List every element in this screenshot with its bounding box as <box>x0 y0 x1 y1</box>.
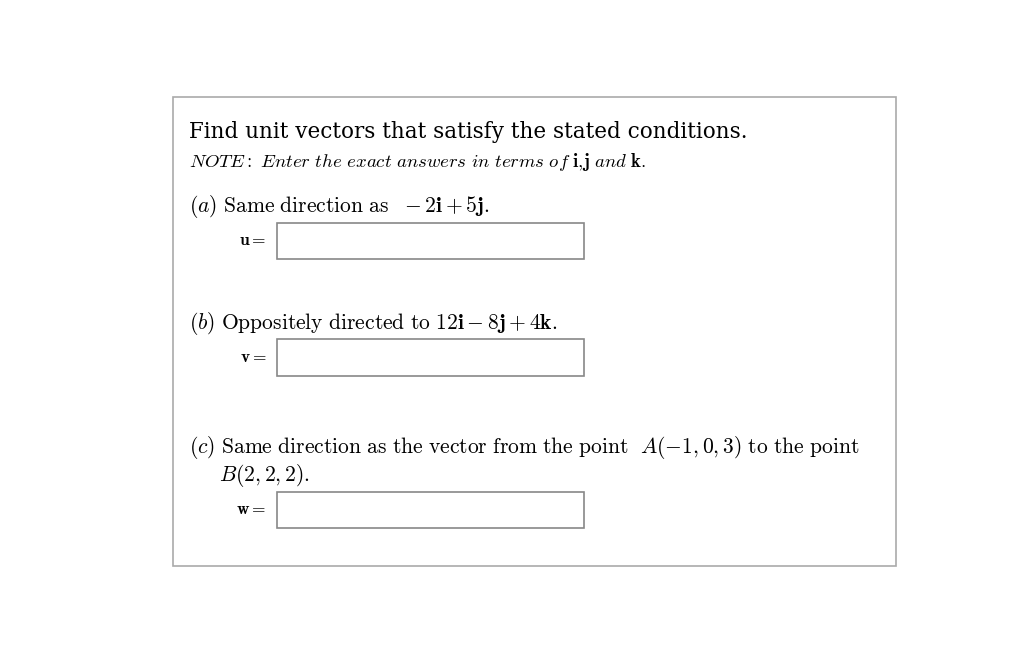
Text: $\mathit{NOTE{:}\ Enter\ the\ exact\ answers\ in\ terms\ of\ }$$\mathbf{i}$$\mat: $\mathit{NOTE{:}\ Enter\ the\ exact\ ans… <box>189 151 646 173</box>
Text: $(c)\ \mathrm{Same\ direction\ as\ the\ vector\ from\ the\ point}\ \ A(-1,0,3)\ : $(c)\ \mathrm{Same\ direction\ as\ the\ … <box>189 434 859 461</box>
FancyBboxPatch shape <box>173 97 896 566</box>
FancyBboxPatch shape <box>276 223 585 259</box>
Text: $B(2,2,2).$: $B(2,2,2).$ <box>220 462 310 489</box>
Text: $\mathbf{u} =$: $\mathbf{u} =$ <box>239 233 266 250</box>
Text: $\mathbf{v} =$: $\mathbf{v} =$ <box>239 349 266 366</box>
Text: $(b)\ \mathrm{Oppositely\ directed\ to}\ 12\mathbf{i}-8\mathbf{j}+4\mathbf{k}.$: $(b)\ \mathrm{Oppositely\ directed\ to}\… <box>189 310 557 337</box>
Text: $\mathbf{w} =$: $\mathbf{w} =$ <box>236 501 266 519</box>
Text: $(a)\ \mathrm{Same\ direction\ as}\ \ -2\mathbf{i}+5\mathbf{j}.$: $(a)\ \mathrm{Same\ direction\ as}\ \ -2… <box>189 193 489 220</box>
FancyBboxPatch shape <box>276 339 585 376</box>
Text: Find unit vectors that satisfy the stated conditions.: Find unit vectors that satisfy the state… <box>189 121 747 143</box>
FancyBboxPatch shape <box>276 492 585 528</box>
